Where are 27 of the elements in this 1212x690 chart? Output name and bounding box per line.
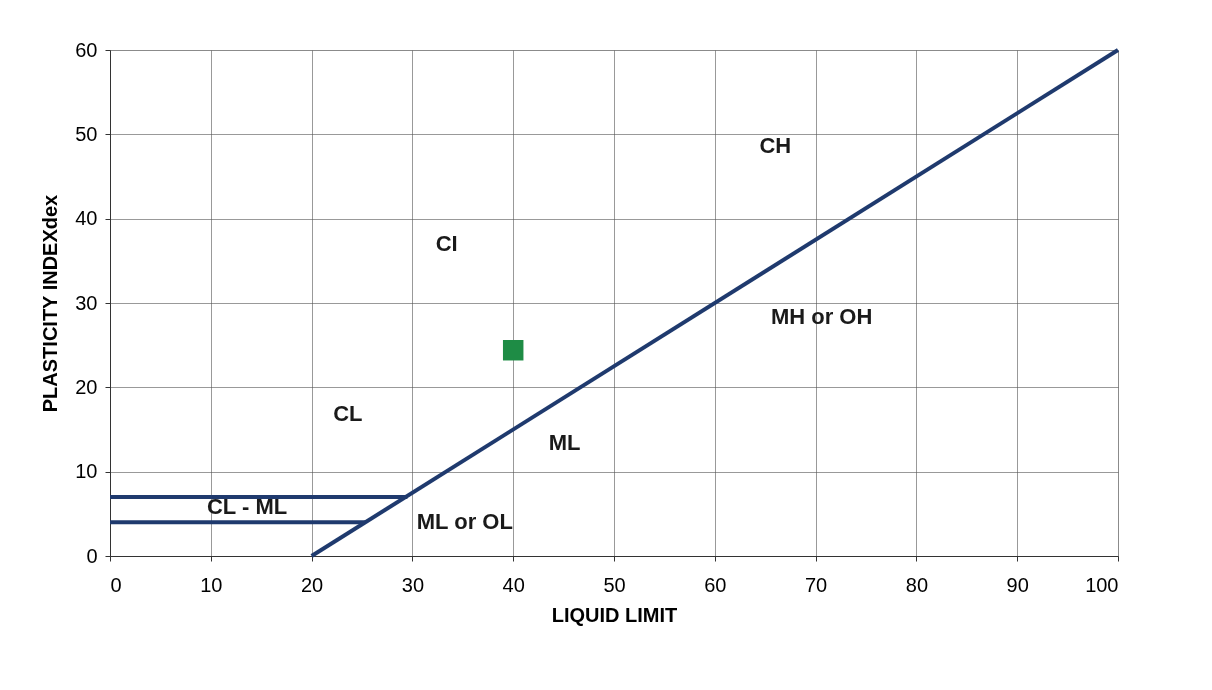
x-tick-label: 90 — [1006, 573, 1029, 596]
x-tick-label: 60 — [704, 573, 727, 596]
annotation: CI — [435, 230, 458, 256]
annotation: CH — [759, 133, 792, 159]
y-tick-label: 50 — [75, 122, 98, 145]
x-tick-label: 20 — [300, 573, 324, 596]
annotation: CL - ML — [206, 493, 288, 519]
x-tick-label: 0 — [110, 573, 122, 596]
x-axis-title: LIQUID LIMIT — [551, 603, 678, 626]
annotation: CL — [333, 401, 363, 427]
x-tick-label: 10 — [200, 573, 223, 596]
x-tick-label: 40 — [502, 573, 525, 596]
x-tick-label: 70 — [804, 573, 828, 596]
y-tick-label: 60 — [75, 38, 98, 61]
x-tick-label: 80 — [905, 573, 929, 596]
y-tick-label: 40 — [75, 207, 98, 230]
annotation: ML or OL — [416, 509, 513, 535]
annotation: ML — [548, 430, 581, 456]
y-tick-label: 30 — [75, 291, 98, 314]
y-tick-label: 0 — [86, 544, 98, 567]
y-tick-label: 10 — [75, 460, 98, 483]
x-tick-label: 100 — [1085, 573, 1119, 596]
x-tick-label: 30 — [401, 573, 425, 596]
y-axis-title: PLASTICITY INDEXdex — [39, 194, 62, 413]
y-tick-label: 20 — [75, 375, 98, 398]
x-tick-label: 50 — [603, 573, 626, 596]
annotation: MH or OH — [770, 304, 873, 330]
